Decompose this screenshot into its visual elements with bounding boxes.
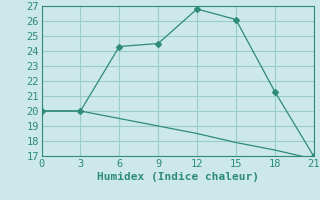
X-axis label: Humidex (Indice chaleur): Humidex (Indice chaleur)	[97, 172, 259, 182]
